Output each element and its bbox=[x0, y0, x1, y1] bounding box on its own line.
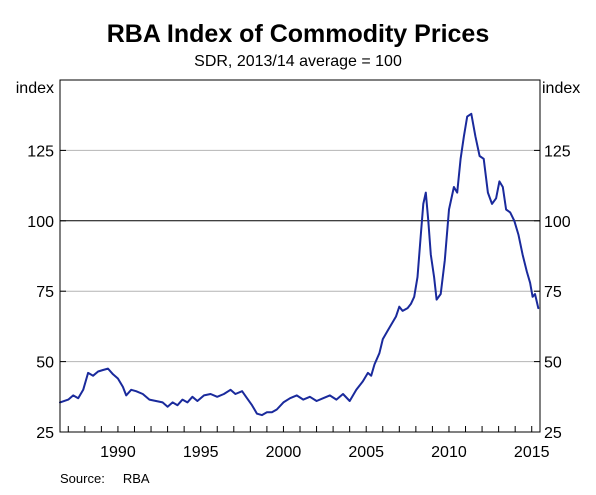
x-tick-label: 1995 bbox=[183, 444, 219, 461]
y-tick-labels: 25 25 50 50 75 75 100 100 125 125 bbox=[27, 143, 571, 442]
chart-title: RBA Index of Commodity Prices bbox=[106, 20, 490, 48]
source-label: Source: bbox=[60, 471, 105, 486]
series-layer bbox=[59, 112, 540, 417]
y-axis-label-right: index bbox=[542, 80, 580, 97]
x-tick-labels: 1990 1995 2000 2005 2010 2015 bbox=[100, 444, 549, 461]
plot-frame bbox=[59, 79, 541, 433]
source-note: Source: RBA bbox=[60, 471, 150, 486]
x-tick-label: 2010 bbox=[431, 444, 467, 461]
y-tick-label-right: 125 bbox=[544, 143, 571, 160]
x-tick-label: 1990 bbox=[100, 444, 136, 461]
x-tick-label: 2000 bbox=[266, 444, 302, 461]
y-tick-label-right: 25 bbox=[544, 425, 562, 442]
y-tick-label-left: 75 bbox=[36, 284, 54, 301]
y-tick-label-left: 125 bbox=[27, 143, 54, 160]
chart-subtitle: SDR, 2013/14 average = 100 bbox=[194, 53, 402, 70]
y-tick-label-right: 100 bbox=[544, 214, 571, 231]
source-value: RBA bbox=[122, 471, 150, 486]
y-tick-label-right: 75 bbox=[544, 284, 562, 301]
x-tick-label: 2015 bbox=[514, 444, 550, 461]
series-line-commodity-index bbox=[59, 112, 540, 417]
y-tick-label-left: 100 bbox=[27, 214, 54, 231]
x-tick-label: 2005 bbox=[348, 444, 384, 461]
y-axis-label-left: index bbox=[16, 80, 54, 97]
axis-ticks bbox=[60, 149, 540, 433]
gridlines bbox=[60, 149, 540, 363]
y-tick-label-left: 50 bbox=[36, 355, 54, 372]
y-tick-label-right: 50 bbox=[544, 355, 562, 372]
y-tick-label-left: 25 bbox=[36, 425, 54, 442]
